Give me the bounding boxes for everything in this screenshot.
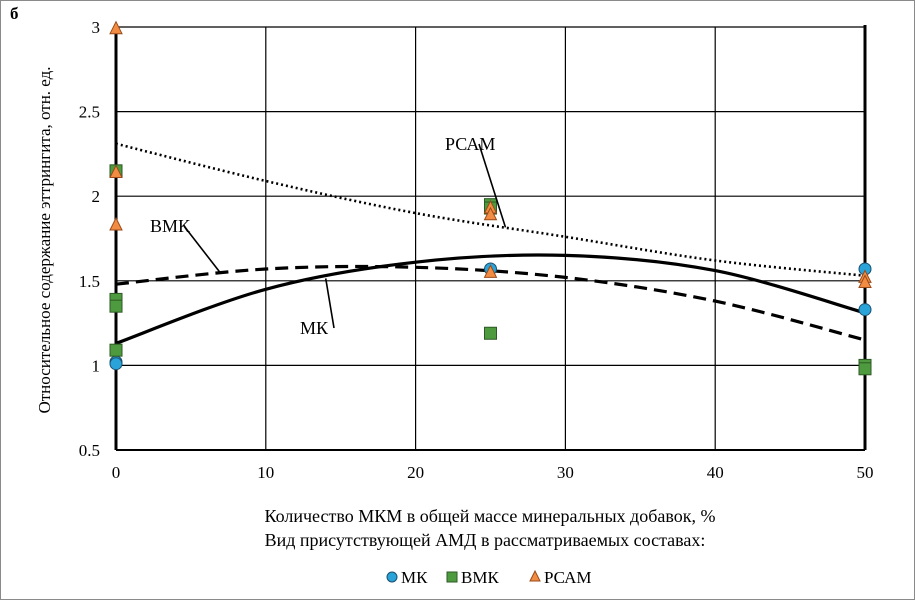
axes [114, 25, 867, 451]
trend-lines [115, 142, 866, 345]
y-tick-label: 2 [92, 187, 101, 206]
legend-title: Вид присутствующей АМД в рассматриваемых… [265, 530, 706, 550]
trend-label: РСАМ [445, 134, 495, 154]
x-tick-label: 50 [857, 463, 874, 482]
legend: МК ВМК РСАМ [386, 568, 592, 587]
x-tick-label: 30 [557, 463, 574, 482]
trend-line [115, 142, 866, 277]
y-axis-label: Относительное содержание эттрингита, отн… [35, 66, 54, 413]
trend-leader-line [324, 278, 335, 329]
trend-label: МК [300, 318, 329, 338]
grid [116, 26, 865, 450]
x-tick-label: 0 [112, 463, 121, 482]
legend-label: ВМК [461, 568, 499, 587]
trend-labels: МК ВМК РСАМ [150, 134, 507, 338]
data-point [858, 303, 872, 317]
data-point [484, 326, 497, 340]
data-point [858, 274, 872, 288]
tick-labels: 0.511.522.530 10 20 30 40 50 [79, 18, 874, 482]
y-tick-label: 1 [92, 356, 101, 375]
y-tick-label: 0.5 [79, 441, 100, 460]
x-axis-label: Количество МКМ в общей массе минеральных… [265, 506, 716, 526]
legend-marker [446, 571, 458, 583]
data-points [109, 20, 872, 376]
y-tick-label: 2.5 [79, 103, 100, 122]
x-tick-label: 20 [407, 463, 424, 482]
trend-line [115, 253, 866, 345]
y-tick-label: 3 [92, 18, 101, 37]
trend-leader-line [478, 143, 507, 228]
data-point [483, 264, 498, 278]
data-point [858, 362, 872, 376]
trend-label: ВМК [150, 216, 191, 236]
panel-label: б [10, 4, 19, 23]
data-point [109, 299, 123, 313]
y-tick-label: 1.5 [79, 272, 100, 291]
data-point [109, 20, 123, 35]
trend-leader-line [183, 225, 222, 275]
data-point [483, 206, 498, 221]
data-point [109, 343, 123, 357]
data-point [109, 357, 123, 371]
legend-label: МК [401, 568, 428, 587]
x-tick-label: 10 [257, 463, 274, 482]
legend-marker [529, 569, 541, 582]
data-point [109, 216, 123, 231]
data-point [109, 164, 123, 179]
legend-marker [386, 571, 398, 583]
legend-label: РСАМ [544, 568, 592, 587]
trend-line [115, 264, 866, 342]
x-tick-label: 40 [707, 463, 724, 482]
